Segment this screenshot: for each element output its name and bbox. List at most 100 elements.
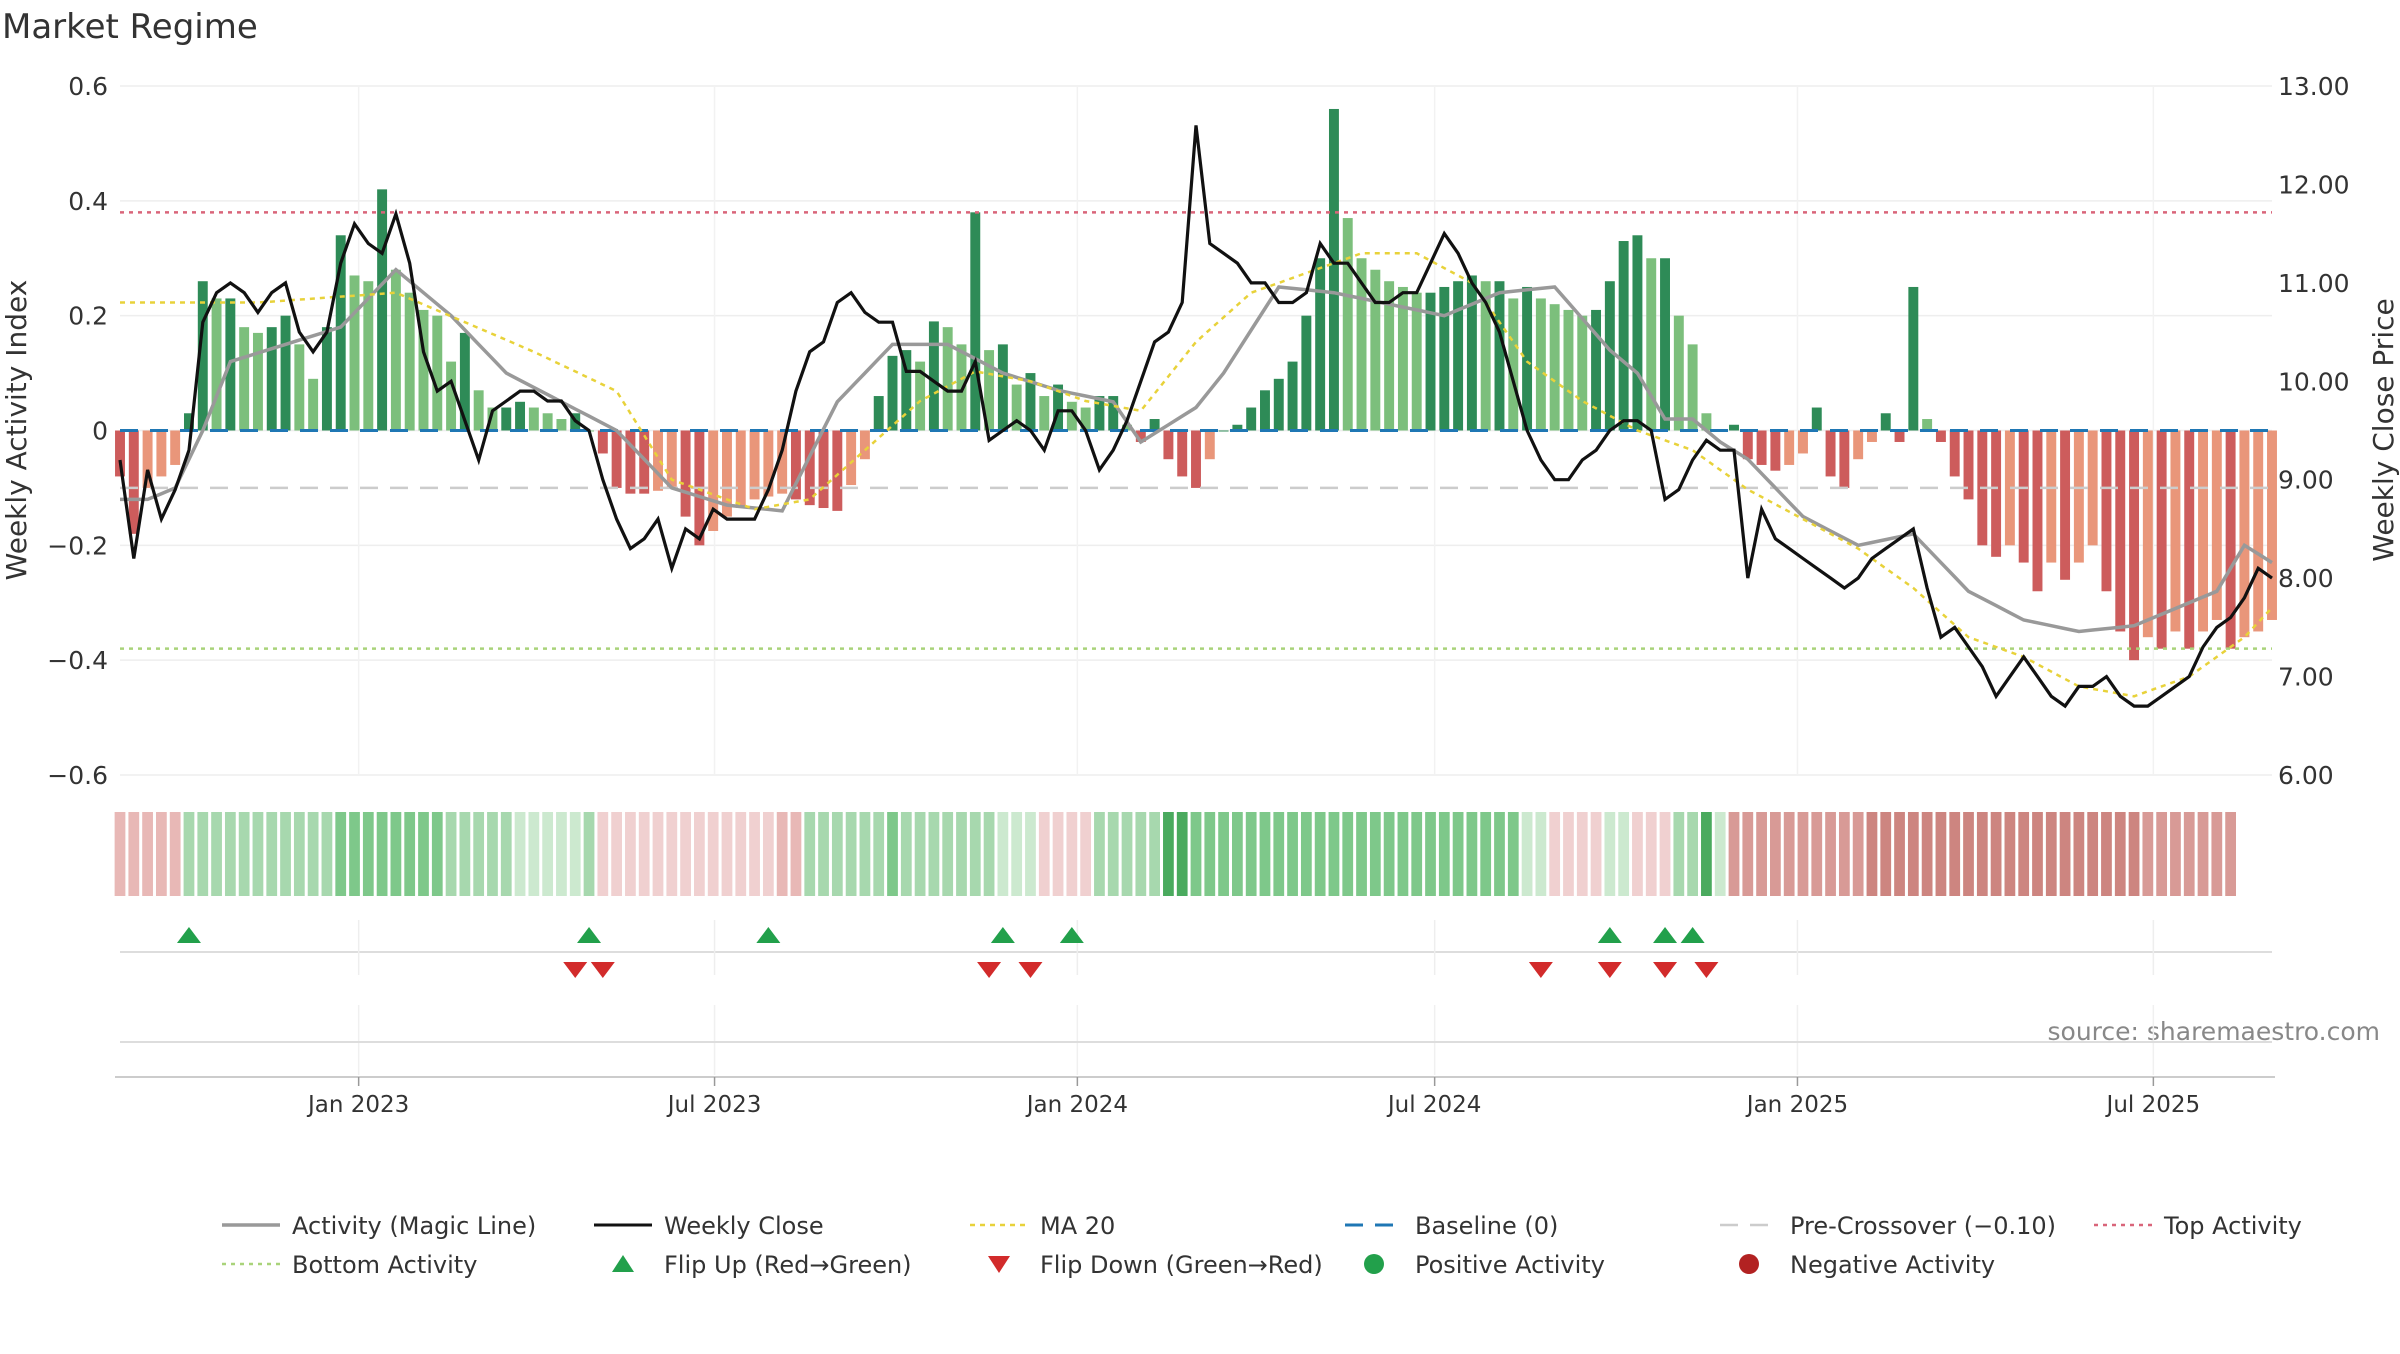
flip-up-marker [1680,927,1705,943]
activity-bar [597,430,608,454]
activity-bar [156,430,167,477]
regime-strip-cell [749,812,760,896]
legend-swatch-positive [1364,1254,1384,1274]
regime-strip-cell [2101,812,2112,896]
regime-strip-cell [1176,812,1188,896]
regime-strip-cell [238,812,250,896]
regime-strip-cell [1080,812,1092,896]
regime-strip-cell [156,812,167,896]
legend-item: Weekly Close [594,1212,824,1240]
regime-strip-cell [1838,812,1850,896]
activity-bar [1287,361,1298,431]
activity-bar [487,407,498,431]
activity-bar [542,413,553,431]
regime-strip-cell [1190,812,1202,896]
x-tick-label: Jul 2025 [2105,1092,2201,1118]
regime-strip-cell [1618,812,1630,896]
regime-strip-cell [583,812,595,896]
flip-up-marker [1653,927,1678,943]
activity-bar [2267,430,2277,620]
legend-item: Flip Down (Green→Red) [988,1251,1323,1279]
flip-down-marker [590,962,615,978]
regime-strip-cell [1011,812,1023,896]
activity-bar [2142,430,2153,638]
activity-bar [666,430,677,488]
activity-bar [1660,258,1670,431]
regime-strip-cell [514,812,526,896]
y-tick-label-left: 0.4 [68,187,108,216]
y-tick-label-right: 11.00 [2278,269,2350,298]
regime-strip-cell [293,812,305,896]
activity-bar [2004,430,2015,546]
activity-bar [115,430,125,477]
activity-bar [252,332,263,431]
activity-bar [2239,430,2250,638]
activity-bar [625,430,636,494]
regime-strip-cell [2170,812,2181,896]
regime-strip-cell [1425,812,1436,896]
regime-strip-cell [1273,812,1285,896]
regime-strip-cell [2032,812,2043,896]
legend-label: Flip Down (Green→Red) [1040,1251,1323,1279]
activity-bar [2156,430,2167,649]
flip-markers [120,920,2272,978]
activity-bar [859,430,870,460]
regime-strip-cell [2004,812,2016,896]
activity-bar [1453,281,1464,431]
y-tick-label-left: 0.6 [68,72,108,101]
regime-strip-cell [2059,812,2071,896]
series-lines [118,125,2273,709]
regime-strip-cell [721,812,733,896]
y-axis-label-right: Weekly Close Price [2367,298,2400,561]
regime-strip-cell [1728,812,1740,896]
regime-strip-cell [1549,812,1561,896]
regime-strip-cell [900,812,912,896]
regime-strip-cell [873,812,885,896]
ma20-line [120,252,2273,698]
regime-strip-cell [1507,812,1519,896]
activity-bar [2018,430,2029,563]
regime-strip-cell [1880,812,1892,896]
activity-bars [115,108,2277,661]
activity-bar [873,396,884,431]
activity-bar [832,430,843,511]
regime-strip-cell [597,812,609,896]
regime-strip-cell [542,812,554,896]
activity-bar [515,401,526,431]
legend-item: Bottom Activity [222,1251,477,1279]
activity-bar [1011,384,1022,431]
activity-bar [942,327,953,431]
regime-strip-cell [1466,812,1478,896]
activity-bar [984,350,995,431]
regime-strip-cell [556,812,567,896]
regime-strip-cell [197,812,209,896]
regime-strip-cell [1632,812,1643,896]
regime-strip-cell [1107,812,1119,896]
regime-strip-cell [845,812,857,896]
regime-strip-cell [1990,812,2002,896]
activity-bar [170,430,181,465]
regime-strip-cell [969,812,981,896]
activity-bar [1646,258,1657,431]
regime-strip-cell [1535,812,1547,896]
activity-bar [459,332,470,431]
activity-bar [1811,407,1822,431]
regime-strip-cell [1397,812,1409,896]
regime-strip-cell [859,812,871,896]
regime-strip-cell [128,812,140,896]
activity-bar [294,344,305,431]
regime-strip-cell [1742,812,1754,896]
regime-strip-cell [1825,812,1836,896]
legend-label: Pre-Crossover (−0.10) [1790,1212,2056,1240]
regime-strip-cell [1052,812,1064,896]
regime-strip-cell [694,812,705,896]
activity-bar [1784,430,1795,465]
legend-item: Pre-Crossover (−0.10) [1720,1212,2056,1240]
legend-label: Activity (Magic Line) [292,1212,536,1240]
regime-strip-cell [2128,812,2140,896]
regime-strip-cell [2114,812,2126,896]
regime-strip-cell [1949,812,1961,896]
activity-bar [1108,396,1119,431]
regime-strip-cell [142,812,153,896]
